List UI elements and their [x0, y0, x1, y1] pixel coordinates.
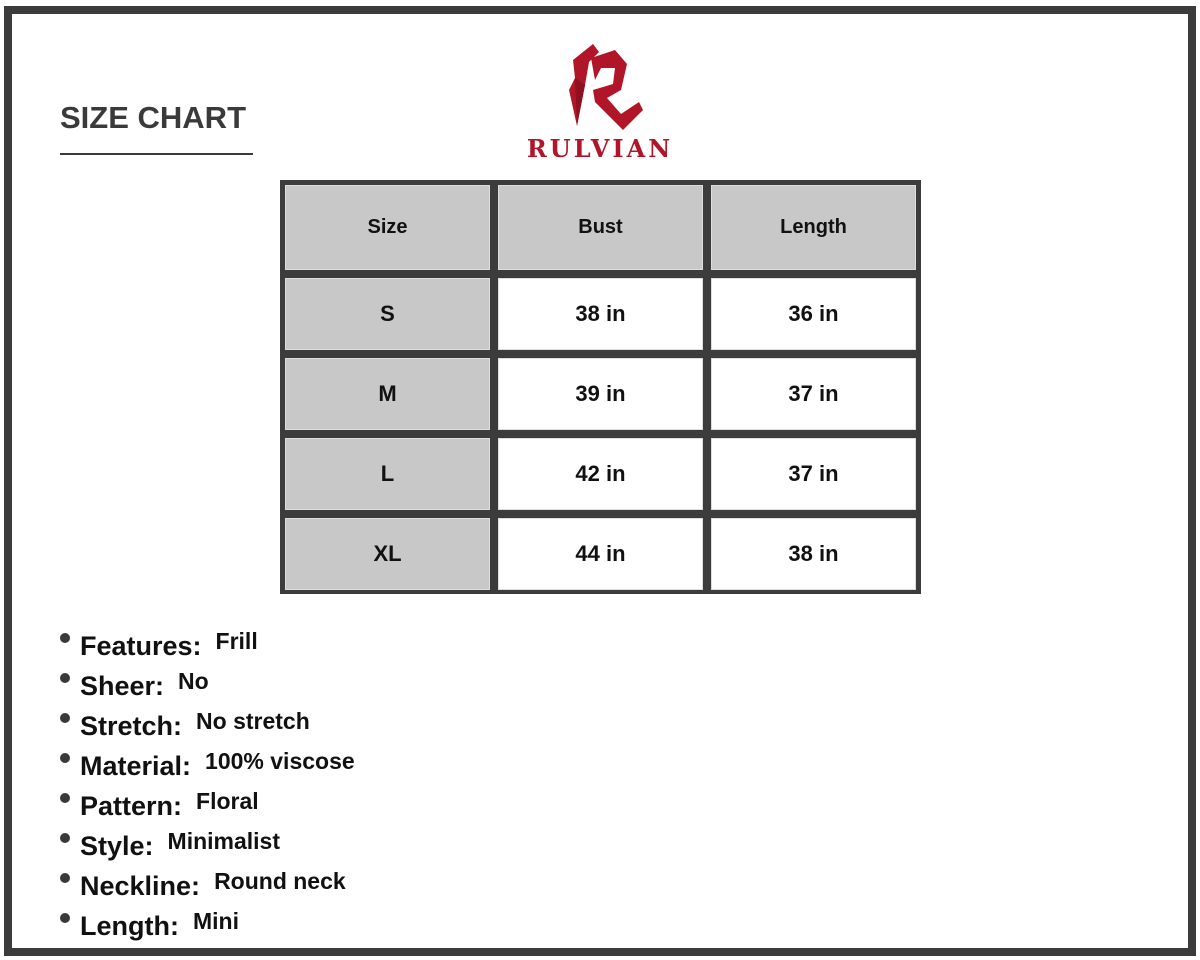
bullet-icon [60, 633, 70, 643]
feature-item: Length: Mini [60, 905, 355, 945]
header-length: Length [711, 185, 916, 270]
feature-value: Minimalist [167, 828, 280, 854]
bust-cell: 38 in [498, 278, 703, 350]
feature-value: Mini [192, 908, 239, 934]
feature-label: Neckline: [80, 871, 201, 901]
bust-cell: 44 in [498, 518, 703, 590]
feature-item: Style: Minimalist [60, 825, 355, 865]
length-cell: 37 in [711, 438, 916, 510]
size-cell: L [285, 438, 490, 510]
brand-logo: RULVIAN [515, 40, 685, 170]
r-logo-icon [569, 44, 643, 130]
brand-name: RULVIAN [526, 134, 674, 163]
size-cell: XL [285, 518, 490, 590]
feature-value: No [178, 668, 209, 694]
feature-item: Pattern: Floral [60, 785, 355, 825]
bullet-icon [60, 833, 70, 843]
bust-cell: 39 in [498, 358, 703, 430]
length-cell: 38 in [711, 518, 916, 590]
feature-item: Stretch: No stretch [60, 705, 355, 745]
page-title: SIZE CHART [60, 100, 246, 135]
size-cell: M [285, 358, 490, 430]
title-underline [60, 153, 253, 155]
feature-item: Neckline: Round neck [60, 865, 355, 905]
feature-value: Frill [215, 628, 258, 654]
feature-label: Style: [80, 831, 154, 861]
size-cell: S [285, 278, 490, 350]
header-bust: Bust [498, 185, 703, 270]
bullet-icon [60, 753, 70, 763]
feature-label: Length: [80, 911, 179, 941]
feature-label: Stretch: [80, 711, 183, 741]
bullet-icon [60, 673, 70, 683]
feature-item: Features: Frill [60, 625, 355, 665]
page-frame [4, 6, 1196, 956]
length-cell: 37 in [711, 358, 916, 430]
feature-value: No stretch [196, 708, 310, 734]
bullet-icon [60, 913, 70, 923]
bullet-icon [60, 873, 70, 883]
size-table: Size Bust Length S 38 in 36 in M 39 in 3… [280, 180, 921, 594]
feature-label: Features: [80, 631, 202, 661]
feature-list: Features: Frill Sheer: No Stretch: No stret… [60, 625, 355, 945]
bullet-icon [60, 793, 70, 803]
feature-label: Pattern: [80, 791, 183, 821]
bust-cell: 42 in [498, 438, 703, 510]
bullet-icon [60, 713, 70, 723]
header-size: Size [285, 185, 490, 270]
feature-value: 100% viscose [205, 748, 355, 774]
feature-value: Floral [196, 788, 259, 814]
feature-label: Material: [80, 751, 192, 781]
feature-value: Round neck [214, 868, 346, 894]
length-cell: 36 in [711, 278, 916, 350]
feature-item: Material: 100% viscose [60, 745, 355, 785]
feature-label: Sheer: [80, 671, 165, 701]
feature-item: Sheer: No [60, 665, 355, 705]
